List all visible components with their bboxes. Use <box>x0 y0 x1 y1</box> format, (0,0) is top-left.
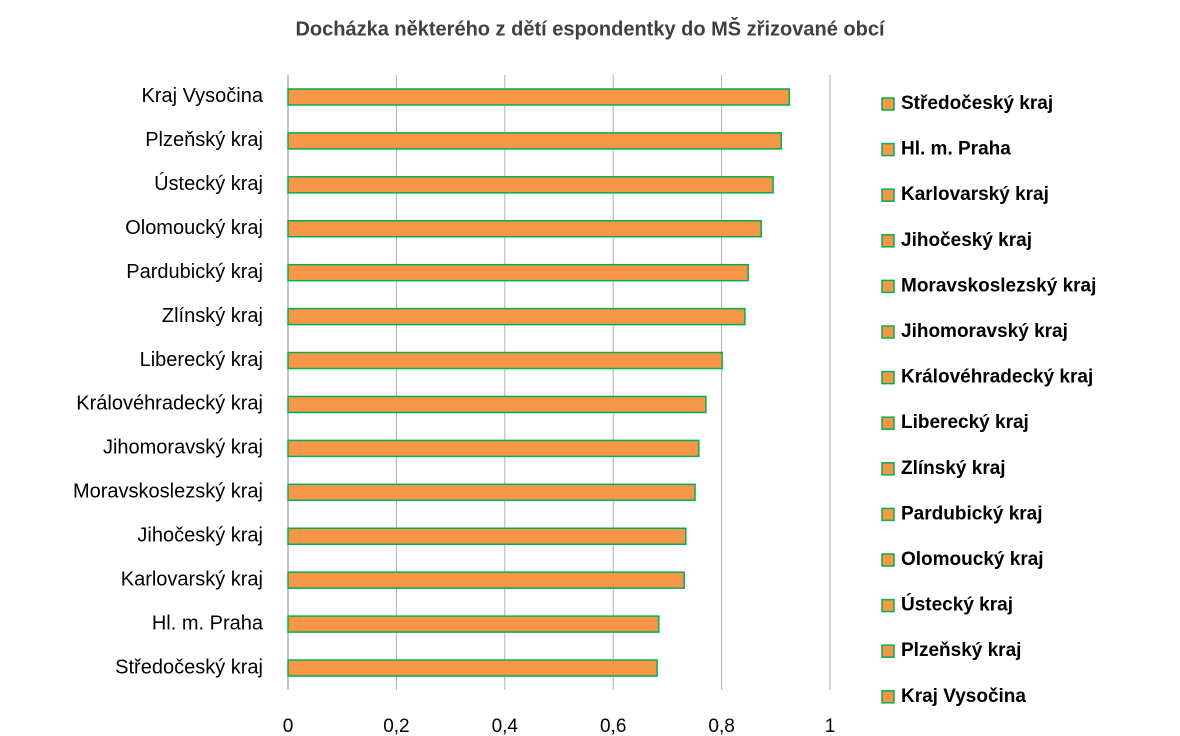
legend-swatch <box>881 279 895 294</box>
legend-label: Jihomoravský kraj <box>901 321 1068 342</box>
x-tick-label: 0,2 <box>383 716 409 736</box>
legend-swatch <box>881 325 895 339</box>
legend-label: Zlínský kraj <box>901 458 1006 479</box>
y-tick-label: Olomoucký kraj <box>125 217 263 239</box>
bar <box>287 527 687 545</box>
legend-swatch <box>881 97 895 111</box>
legend-label: Jihočeský kraj <box>901 230 1032 251</box>
x-tick-label: 0,8 <box>708 716 734 736</box>
legend-label: Ústecký kraj <box>901 594 1013 616</box>
bar <box>287 88 791 106</box>
bar <box>287 483 696 502</box>
bar <box>287 659 658 677</box>
y-tick-label: Středočeský kraj <box>115 656 263 678</box>
y-tick-label: Karlovarský kraj <box>121 568 263 590</box>
legend-label: Královéhradecký kraj <box>901 367 1093 388</box>
legend-label: Olomoucký kraj <box>901 549 1044 570</box>
y-tick-label: Královéhradecký kraj <box>76 393 263 415</box>
legend-label: Pardubický kraj <box>901 503 1043 524</box>
y-tick-label: Plzeňský kraj <box>145 129 263 151</box>
y-tick-label: Ústecký kraj <box>154 172 263 195</box>
bar <box>287 132 782 150</box>
x-tick-label: 1 <box>825 716 836 736</box>
legend-swatch <box>881 234 895 248</box>
bar <box>287 615 660 633</box>
legend-swatch <box>881 553 895 567</box>
legend-label: Moravskoslezský kraj <box>901 275 1096 296</box>
legend-label: Středočeský kraj <box>901 93 1053 114</box>
bar <box>287 220 762 238</box>
legend-swatch <box>881 142 895 157</box>
legend-swatch <box>881 644 895 658</box>
legend-swatch <box>881 462 895 476</box>
y-tick-label: Jihomoravský kraj <box>103 437 263 459</box>
y-tick-label: Kraj Vysočina <box>141 85 263 107</box>
y-tick-label: Liberecký kraj <box>140 349 263 371</box>
legend-swatch <box>881 188 895 202</box>
legend-swatch <box>881 416 895 430</box>
legend-swatch <box>881 507 895 522</box>
legend-label: Liberecký kraj <box>901 412 1029 433</box>
x-tick-label: 0,6 <box>600 716 626 736</box>
bar <box>287 351 723 370</box>
bar <box>287 439 700 458</box>
x-tick-label: 0 <box>283 716 294 736</box>
y-tick-label: Jihočeský kraj <box>137 525 263 547</box>
y-tick-label: Hl. m. Praha <box>152 612 264 634</box>
legend-label: Kraj Vysočina <box>901 686 1026 707</box>
legend-swatch <box>881 690 895 704</box>
legend-swatch <box>881 598 895 613</box>
bar <box>287 395 707 414</box>
bar <box>287 263 749 282</box>
legend-label: Hl. m. Praha <box>901 139 1011 160</box>
y-tick-label: Zlínský kraj <box>162 305 263 327</box>
bar <box>287 176 774 194</box>
legend-label: Karlovarský kraj <box>901 184 1049 205</box>
bar <box>287 307 746 326</box>
bar <box>287 571 685 589</box>
chart-title: Docházka některého z dětí espondentky do… <box>295 16 885 40</box>
y-tick-label: Moravskoslezský kraj <box>73 481 263 503</box>
x-tick-label: 0,4 <box>492 716 519 736</box>
legend-label: Plzeňský kraj <box>901 640 1021 661</box>
y-tick-label: Pardubický kraj <box>126 261 263 283</box>
legend-swatch <box>881 370 895 385</box>
